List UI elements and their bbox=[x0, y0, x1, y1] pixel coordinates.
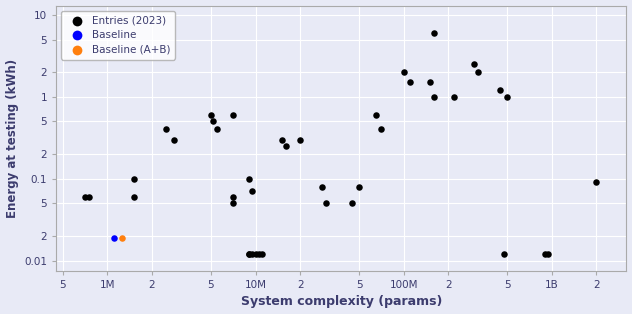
Entries (2023) bbox=[161, 127, 171, 132]
Entries (2023) bbox=[425, 80, 435, 85]
Entries (2023) bbox=[404, 80, 415, 85]
Entries (2023) bbox=[281, 143, 291, 149]
Entries (2023) bbox=[228, 201, 238, 206]
Baseline bbox=[109, 235, 119, 240]
Entries (2023) bbox=[169, 137, 179, 142]
Entries (2023) bbox=[428, 30, 439, 35]
Entries (2023) bbox=[347, 201, 357, 206]
Entries (2023) bbox=[544, 252, 554, 257]
Entries (2023) bbox=[502, 94, 512, 99]
Entries (2023) bbox=[473, 70, 483, 75]
Entries (2023) bbox=[253, 252, 264, 257]
Entries (2023) bbox=[469, 62, 479, 67]
Entries (2023) bbox=[212, 127, 222, 132]
Entries (2023) bbox=[428, 94, 439, 99]
Y-axis label: Energy at testing (kWh): Energy at testing (kWh) bbox=[6, 59, 18, 218]
Entries (2023) bbox=[317, 184, 327, 189]
Entries (2023) bbox=[244, 252, 254, 257]
Entries (2023) bbox=[84, 194, 94, 199]
Entries (2023) bbox=[250, 252, 260, 257]
Entries (2023) bbox=[295, 137, 305, 142]
Entries (2023) bbox=[375, 127, 386, 132]
Entries (2023) bbox=[228, 112, 238, 117]
Entries (2023) bbox=[80, 194, 90, 199]
Entries (2023) bbox=[277, 137, 287, 142]
Entries (2023) bbox=[206, 112, 216, 117]
Entries (2023) bbox=[354, 184, 364, 189]
Entries (2023) bbox=[128, 194, 138, 199]
X-axis label: System complexity (params): System complexity (params) bbox=[241, 295, 442, 308]
Entries (2023) bbox=[495, 88, 506, 93]
Entries (2023) bbox=[209, 119, 219, 124]
Entries (2023) bbox=[228, 194, 238, 199]
Entries (2023) bbox=[399, 70, 409, 75]
Entries (2023) bbox=[540, 252, 550, 257]
Baseline (A+B) bbox=[117, 235, 127, 240]
Entries (2023) bbox=[128, 176, 138, 181]
Entries (2023) bbox=[449, 94, 459, 99]
Entries (2023) bbox=[244, 252, 254, 257]
Entries (2023) bbox=[321, 201, 331, 206]
Entries (2023) bbox=[247, 252, 257, 257]
Entries (2023) bbox=[371, 112, 381, 117]
Legend: Entries (2023), Baseline, Baseline (A+B): Entries (2023), Baseline, Baseline (A+B) bbox=[61, 11, 175, 60]
Entries (2023) bbox=[247, 189, 257, 194]
Entries (2023) bbox=[257, 252, 267, 257]
Entries (2023) bbox=[499, 252, 509, 257]
Entries (2023) bbox=[244, 176, 254, 181]
Entries (2023) bbox=[591, 180, 601, 185]
